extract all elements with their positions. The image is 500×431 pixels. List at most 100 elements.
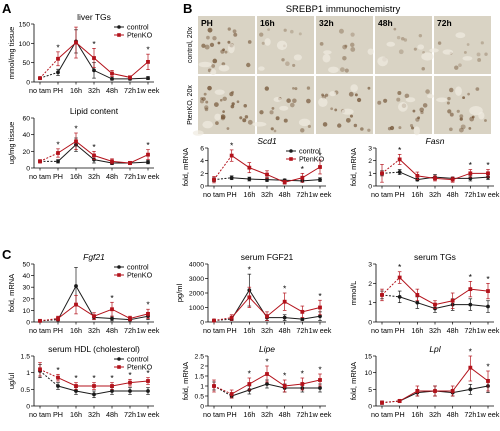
series-line <box>231 177 321 182</box>
nucleus-dot <box>261 41 265 45</box>
nucleus-dot <box>220 115 226 121</box>
data-point <box>300 309 305 314</box>
data-point <box>92 384 96 388</box>
series-ptenko <box>380 271 490 309</box>
nucleus-dot <box>322 122 328 127</box>
vacuole <box>341 108 354 115</box>
x-tick-label: no tam <box>29 326 51 335</box>
x-tick-label: 16h <box>243 410 255 419</box>
micrograph-tile <box>252 76 314 134</box>
data-point <box>128 316 132 321</box>
legend-marker <box>117 273 121 277</box>
significance-star: * <box>146 45 150 55</box>
nucleus-dot <box>356 97 362 103</box>
data-point <box>415 293 420 297</box>
nucleus-dot <box>247 40 252 44</box>
nucleus-dot <box>421 67 425 71</box>
chart-c5: Lipe 0 0.5 1 1.5 2 2.5 fold, mRNA no tam PH 16h 32h… <box>181 344 332 419</box>
x-tick-label: PH <box>53 410 63 419</box>
chart-c6: Lpl 0 5 10 15 fold, mRNA no tam PH 16h 32h 48h 72h 1… <box>349 344 500 419</box>
nucleus-dot <box>367 128 371 132</box>
x-tick-label: 1w eek <box>137 410 160 419</box>
nucleus-dot <box>230 104 235 109</box>
legend-marker <box>117 357 121 361</box>
x-tick-label: PH <box>395 410 405 419</box>
data-point <box>56 159 60 164</box>
nucleus-dot <box>460 124 466 130</box>
x-tick-label: 32h <box>88 326 100 335</box>
series-line <box>231 296 321 318</box>
vacuole <box>214 113 222 121</box>
x-tick-label: 48h <box>106 410 118 419</box>
nucleus-dot <box>269 110 274 115</box>
data-point <box>468 171 473 176</box>
nucleus-dot <box>342 55 347 61</box>
vacuole <box>421 52 434 61</box>
legend-marker <box>117 365 121 369</box>
x-tick-label: 32h <box>88 172 100 181</box>
data-point <box>486 379 490 383</box>
vacuole <box>442 49 454 55</box>
chart-b1: Scd1 0 2 4 6 fold, mRNA no tam PH 16h 32h 48h 72h 1w… <box>181 136 332 199</box>
y-axis-label: fold, mRNA <box>181 362 190 400</box>
data-point <box>146 379 150 383</box>
nucleus-dot <box>353 123 358 128</box>
x-tick-label: 16h <box>70 172 82 181</box>
x-tick-label: 48h <box>279 190 291 199</box>
data-point <box>468 387 473 392</box>
significance-star: * <box>265 357 269 367</box>
y-tick-label: 10 <box>22 308 30 315</box>
vacuole <box>210 68 217 76</box>
legend-marker <box>289 157 293 161</box>
nucleus-dot <box>367 86 371 90</box>
nucleus-dot <box>239 116 243 120</box>
data-point <box>229 175 234 180</box>
data-point <box>110 77 114 81</box>
x-tick-label: PH <box>227 326 237 335</box>
data-point <box>146 389 150 393</box>
series-line <box>399 277 489 306</box>
significance-star: * <box>146 368 150 378</box>
nucleus-dot <box>236 100 240 104</box>
vacuole <box>202 120 213 129</box>
data-point <box>74 40 78 45</box>
data-point <box>56 70 60 75</box>
x-tick-label: 1w eek <box>137 86 160 95</box>
micrograph-background <box>434 76 491 134</box>
x-tick-label: 32h <box>261 326 273 335</box>
significance-star: * <box>230 140 234 150</box>
x-tick-label: 72h <box>124 86 136 95</box>
nucleus-dot <box>294 87 298 91</box>
y-axis-label: pg/ml <box>175 283 184 302</box>
data-point <box>247 177 252 181</box>
micrograph-tile: 32h <box>316 16 374 74</box>
x-tick-label: 16h <box>243 190 255 199</box>
y-tick-label: 40 <box>22 273 30 280</box>
panel-letter-a: A <box>2 1 12 16</box>
vacuole <box>228 43 235 54</box>
nucleus-dot <box>398 126 402 130</box>
x-tick-label: 48h <box>279 410 291 419</box>
nucleus-dot <box>415 117 420 122</box>
data-point <box>247 295 252 300</box>
significance-star: * <box>92 373 96 383</box>
nucleus-dot <box>412 109 416 113</box>
chart-title: serum HDL (cholesterol) <box>48 344 140 354</box>
y-tick-label: 40 <box>22 132 30 139</box>
chart-title: Fgf21 <box>83 252 105 262</box>
data-point <box>229 153 234 158</box>
data-point <box>468 302 473 307</box>
x-tick-label: 32h <box>429 410 441 419</box>
vacuole <box>192 130 204 136</box>
nucleus-dot <box>350 42 355 48</box>
nucleus-dot <box>286 98 291 103</box>
series-line-dashed <box>213 155 233 180</box>
significance-star: * <box>92 39 96 49</box>
x-tick-label: 48h <box>106 86 118 95</box>
data-point <box>300 175 305 180</box>
legend-label: PtenKO <box>299 155 325 164</box>
significance-star: * <box>56 139 60 149</box>
data-point <box>110 389 114 393</box>
series-line <box>57 285 149 321</box>
